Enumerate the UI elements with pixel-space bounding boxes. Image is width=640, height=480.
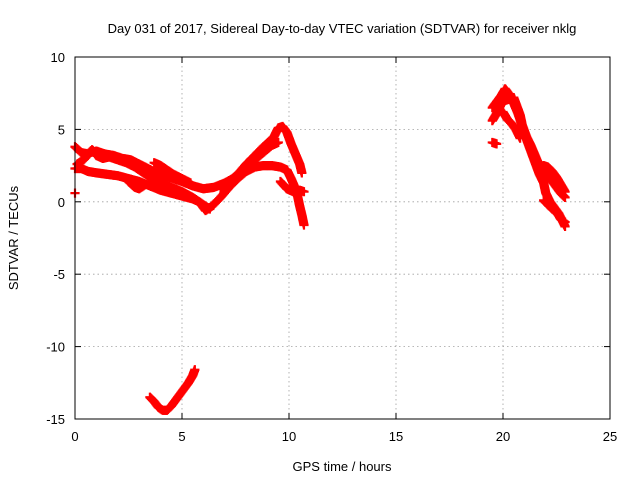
x-tick-label: 15 <box>389 429 403 444</box>
x-tick-label: 10 <box>282 429 296 444</box>
data-point-marker <box>560 217 570 227</box>
series-arc-7 <box>275 176 309 197</box>
x-tick-labels: 0 5 10 15 20 25 <box>71 429 617 444</box>
series-arc-8 <box>145 365 200 415</box>
y-tick-label: -15 <box>46 412 65 427</box>
x-tick-label: 20 <box>496 429 510 444</box>
y-tick-labels: -15 -10 -5 0 5 10 <box>46 50 65 427</box>
plot-frame <box>74 56 611 420</box>
series-arc-9 <box>487 137 502 149</box>
y-tick-label: 5 <box>58 122 65 137</box>
data-point-marker <box>141 179 151 190</box>
x-tick-label: 5 <box>178 429 185 444</box>
series-arc-13 <box>534 161 570 197</box>
data-point-marker <box>297 168 307 178</box>
data-points <box>70 84 570 415</box>
y-tick-label: -5 <box>53 267 65 282</box>
y-axis-label: SDTVAR / TECUs <box>6 185 21 290</box>
chart-title: Day 031 of 2017, Sidereal Day-to-day VTE… <box>108 21 577 36</box>
x-tick-label: 0 <box>71 429 78 444</box>
data-point-marker <box>299 187 309 197</box>
data-point-marker <box>515 133 525 143</box>
data-point-marker <box>560 187 570 197</box>
series-arc-12 <box>498 107 525 143</box>
data-point-marker <box>185 178 196 188</box>
data-point-marker <box>299 220 309 230</box>
series-arc-14 <box>539 195 570 227</box>
series-arc-5 <box>149 158 196 188</box>
data-point-marker <box>491 139 502 149</box>
y-tick-label: 0 <box>58 195 65 210</box>
x-axis-label: GPS time / hours <box>293 459 392 474</box>
y-tick-label: 10 <box>51 50 65 65</box>
series-arc-4 <box>123 176 151 194</box>
data-point-marker <box>273 137 283 148</box>
series-arc-6 <box>215 121 307 194</box>
x-tick-label: 25 <box>603 429 617 444</box>
axis-ticks <box>74 56 611 420</box>
y-tick-label: -10 <box>46 340 65 355</box>
data-point-marker <box>190 365 200 375</box>
